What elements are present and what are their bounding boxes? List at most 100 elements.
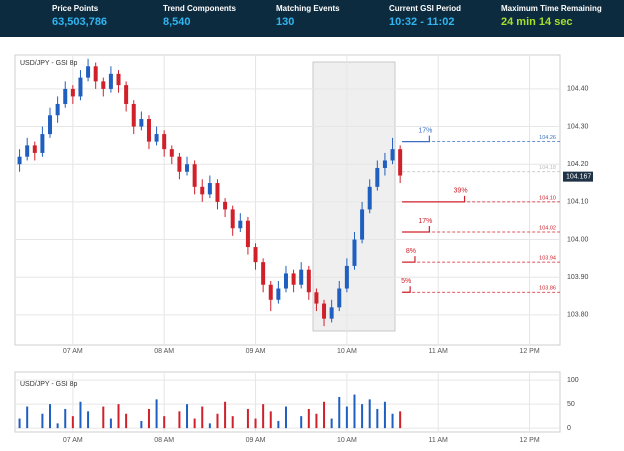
candle-body: [177, 156, 182, 172]
volume-bar: [147, 408, 150, 429]
volume-bar: [87, 411, 90, 429]
candle-body: [55, 103, 60, 116]
volume-bar: [186, 404, 189, 429]
volume-bar: [300, 416, 303, 429]
candle-body: [322, 303, 327, 319]
panel-title: USD/JPY - GSI 8p: [20, 60, 78, 67]
volume-bar: [391, 413, 394, 429]
volume-bar: [41, 413, 44, 429]
x-tick-label: 08 AM: [154, 437, 174, 444]
y-tick-label: 104.20: [567, 161, 589, 168]
volume-bar: [224, 401, 227, 429]
candle-body: [276, 288, 281, 300]
percent-label: 8%: [406, 248, 416, 255]
level-label: 104.26: [539, 135, 556, 141]
volume-bar: [231, 416, 234, 429]
x-tick-label: 12 PM: [519, 437, 539, 444]
stat-label: Matching Events: [276, 4, 340, 13]
candle-body: [207, 183, 212, 195]
percent-bracket: [402, 195, 466, 203]
volume-bar: [79, 401, 82, 429]
candle-body: [78, 77, 83, 97]
volume-bar: [155, 399, 158, 429]
candle-body: [352, 239, 357, 266]
candle-body: [268, 284, 273, 300]
y-tick-label: 104.30: [567, 123, 589, 130]
level-label: 104.02: [539, 225, 556, 231]
candle-body: [124, 85, 129, 104]
candle-body: [367, 186, 372, 210]
candle-body: [283, 273, 288, 289]
candle-body: [329, 307, 334, 319]
percent-label: 5%: [401, 278, 411, 285]
candle-body: [192, 164, 197, 187]
candle-body: [245, 220, 250, 248]
candle-body: [63, 88, 68, 104]
x-tick-label: 09 AM: [246, 437, 266, 444]
stat-value: 10:32 - 11:02: [389, 16, 454, 28]
candle-body: [299, 269, 304, 285]
volume-bar: [353, 394, 356, 429]
volume-bar: [109, 418, 112, 429]
candle-body: [230, 209, 235, 229]
x-tick-label: 12 PM: [519, 348, 539, 355]
candle-body: [253, 247, 258, 263]
x-tick-label: 10 AM: [337, 437, 357, 444]
candle-body: [375, 167, 380, 187]
volume-bar: [117, 404, 120, 429]
price-panel: [14, 54, 561, 346]
candle-body: [48, 115, 53, 135]
volume-bar: [323, 401, 326, 429]
candle-body: [398, 149, 403, 176]
volume-bar: [277, 420, 280, 429]
percent-bracket: [402, 226, 430, 233]
candle-body: [25, 145, 30, 157]
level-label: 103.94: [539, 256, 556, 262]
candle-body: [116, 73, 121, 86]
candle-body: [162, 134, 167, 150]
percent-label: 39%: [454, 188, 468, 195]
volume-bar: [201, 406, 204, 429]
candle-body: [131, 103, 136, 127]
x-tick-label: 08 AM: [154, 348, 174, 355]
candle-body: [337, 288, 342, 308]
stat-label: Trend Components: [163, 4, 236, 13]
x-tick-label: 11 AM: [429, 348, 448, 355]
x-tick-label: 11 AM: [429, 437, 448, 444]
x-tick-label: 10 AM: [337, 348, 357, 355]
candle-body: [93, 66, 98, 82]
percent-bracket: [402, 256, 416, 263]
level-label: 103.86: [539, 286, 556, 292]
candle-body: [101, 81, 106, 89]
last-price-label: 104.167: [566, 173, 591, 180]
candle-body: [223, 201, 228, 210]
percent-label: 17%: [418, 218, 432, 225]
volume-bar: [399, 411, 402, 429]
volume-bar: [49, 404, 52, 429]
volume-bar: [71, 416, 74, 429]
candle-body: [86, 66, 91, 78]
stat-label: Price Points: [52, 4, 99, 13]
stat-value: 63,503,786: [52, 16, 107, 28]
volume-bar: [383, 401, 386, 429]
candle-body: [382, 160, 387, 168]
volume-bar: [26, 406, 29, 429]
candle-body: [390, 149, 395, 161]
y-tick-label: 104.10: [567, 199, 589, 206]
candle-body: [200, 186, 205, 195]
candle-body: [360, 209, 365, 240]
volume-bar: [102, 406, 105, 429]
candle-body: [139, 119, 144, 127]
candle-body: [314, 292, 319, 304]
y-tick-label: 104.40: [567, 86, 589, 93]
level-label: 104.18: [539, 165, 556, 171]
volume-bar: [56, 423, 59, 429]
volume-bar: [163, 416, 166, 429]
candle-body: [108, 73, 113, 89]
x-tick-label: 07 AM: [63, 437, 83, 444]
percent-label: 17%: [418, 127, 432, 134]
candle-body: [185, 164, 190, 172]
stat-label: Current GSI Period: [389, 4, 461, 13]
gsi-window: [312, 61, 396, 332]
